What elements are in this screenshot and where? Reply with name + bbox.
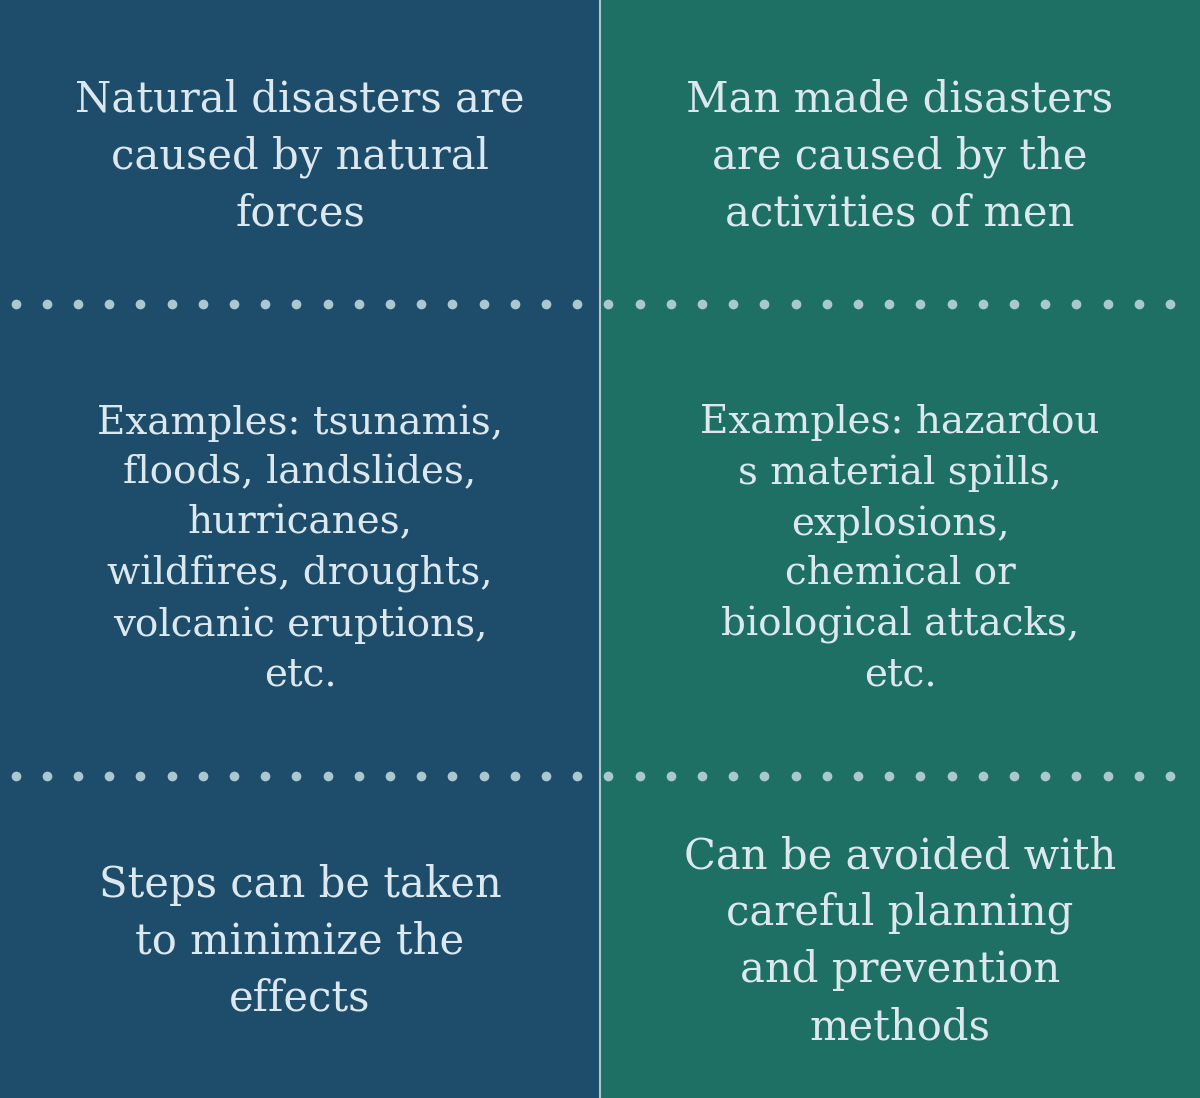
Text: Can be avoided with
careful planning
and prevention
methods: Can be avoided with careful planning and… [684,834,1116,1049]
Text: Examples: hazardou
s material spills,
explosions,
chemical or
biological attacks: Examples: hazardou s material spills, ex… [701,404,1099,694]
Bar [600,313,1200,785]
Bar [0,785,600,1098]
Bar [0,313,600,785]
Text: Man made disasters
are caused by the
activities of men: Man made disasters are caused by the act… [686,78,1114,235]
Bar [0,0,600,313]
Text: Natural disasters are
caused by natural
forces: Natural disasters are caused by natural … [76,78,524,235]
Bar [600,785,1200,1098]
Text: Steps can be taken
to minimize the
effects: Steps can be taken to minimize the effec… [98,864,502,1019]
Text: Examples: tsunamis,
floods, landslides,
hurricanes,
wildfires, droughts,
volcani: Examples: tsunamis, floods, landslides, … [97,404,503,694]
Bar [600,0,1200,313]
